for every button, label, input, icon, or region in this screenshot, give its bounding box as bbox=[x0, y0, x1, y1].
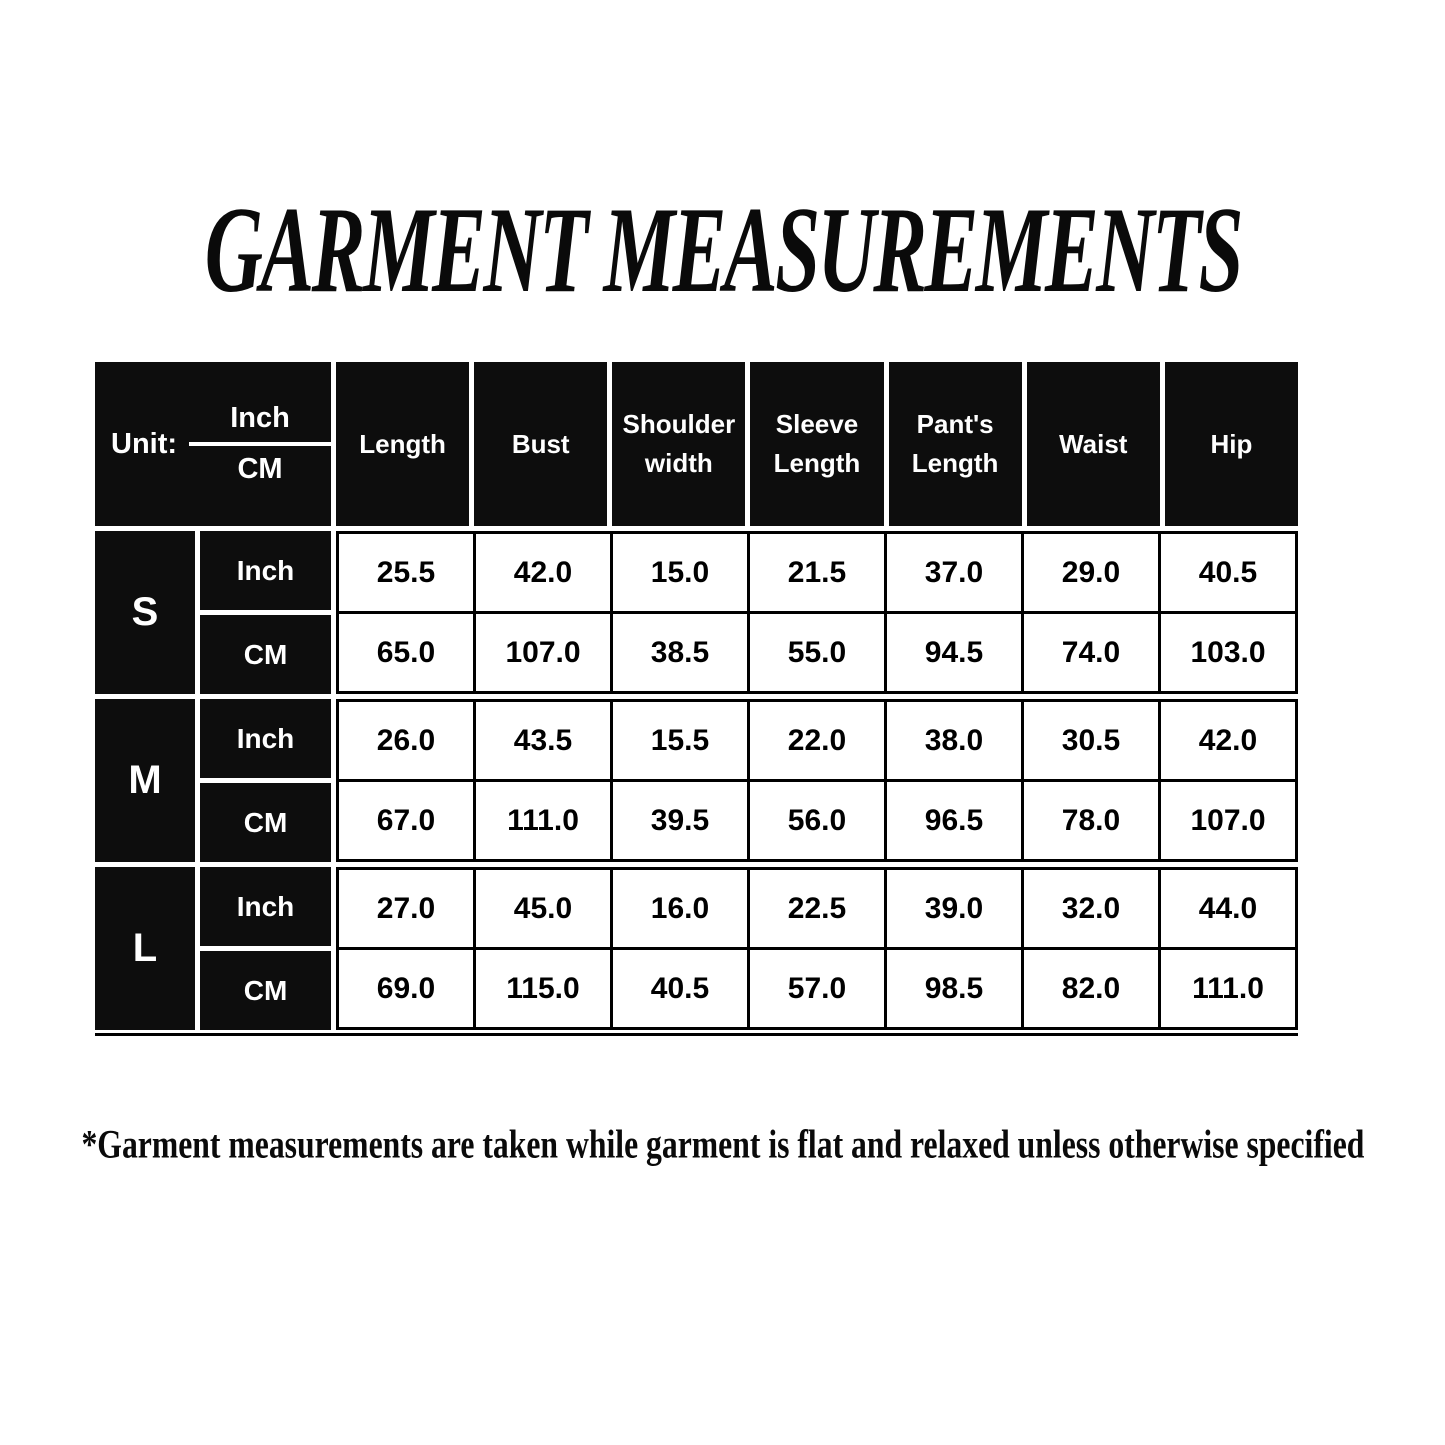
measurement-cell: 26.0 bbox=[336, 699, 476, 782]
size-label: S bbox=[95, 531, 195, 694]
measurement-cell: 115.0 bbox=[473, 947, 613, 1030]
measurement-cell: 39.5 bbox=[610, 779, 750, 862]
unit-row-label: Inch bbox=[200, 531, 331, 610]
measurement-cell: 38.0 bbox=[884, 699, 1024, 782]
measurement-cell: 103.0 bbox=[1158, 611, 1298, 694]
measurement-cell: 15.0 bbox=[610, 531, 750, 614]
column-header-waist: Waist bbox=[1026, 362, 1160, 526]
unit-column: Inch CM bbox=[200, 699, 331, 862]
measurement-cell: 32.0 bbox=[1021, 867, 1161, 950]
size-label: M bbox=[95, 699, 195, 862]
column-headers: Length Bust Shoulder width Sleeve Length… bbox=[336, 362, 1298, 526]
unit-row-label: CM bbox=[200, 783, 331, 862]
measurement-cell: 65.0 bbox=[336, 611, 476, 694]
footnote-container: *Garment measurements are taken while ga… bbox=[0, 1112, 1445, 1176]
title-container: GARMENT MEASUREMENTS bbox=[0, 181, 1445, 318]
unit-row-label: Inch bbox=[200, 699, 331, 778]
measurement-cell: 42.0 bbox=[1158, 699, 1298, 782]
table-row: 65.0 107.0 38.5 55.0 94.5 74.0 103.0 bbox=[336, 611, 1298, 694]
table-row: 69.0 115.0 40.5 57.0 98.5 82.0 111.0 bbox=[336, 947, 1298, 1030]
measurement-cell: 78.0 bbox=[1021, 779, 1161, 862]
measurement-cell: 21.5 bbox=[747, 531, 887, 614]
measurement-cell: 82.0 bbox=[1021, 947, 1161, 1030]
measurement-cell: 30.5 bbox=[1021, 699, 1161, 782]
measurement-cell: 45.0 bbox=[473, 867, 613, 950]
unit-fraction: Inch CM bbox=[189, 402, 331, 486]
table-row: 67.0 111.0 39.5 56.0 96.5 78.0 107.0 bbox=[336, 779, 1298, 862]
column-header-length: Length bbox=[336, 362, 470, 526]
measurement-cell: 57.0 bbox=[747, 947, 887, 1030]
table-row: 26.0 43.5 15.5 22.0 38.0 30.5 42.0 bbox=[336, 699, 1298, 782]
column-header-bust: Bust bbox=[474, 362, 608, 526]
measurement-cell: 107.0 bbox=[473, 611, 613, 694]
measurement-cell: 43.5 bbox=[473, 699, 613, 782]
measurement-cell: 40.5 bbox=[1158, 531, 1298, 614]
measurement-cell: 111.0 bbox=[473, 779, 613, 862]
column-header-hip: Hip bbox=[1164, 362, 1298, 526]
table-bottom-edge bbox=[95, 1033, 1298, 1036]
unit-cm-label: CM bbox=[237, 453, 283, 485]
unit-row-label: CM bbox=[200, 615, 331, 694]
column-header-pants-length: Pant's Length bbox=[888, 362, 1022, 526]
unit-row-label: Inch bbox=[200, 867, 331, 946]
measurement-cell: 29.0 bbox=[1021, 531, 1161, 614]
size-chart-table: Unit: Inch CM Length Bust Shoulder width… bbox=[95, 362, 1298, 1036]
measurement-cell: 55.0 bbox=[747, 611, 887, 694]
page-title: GARMENT MEASUREMENTS bbox=[204, 180, 1243, 318]
measurement-cell: 96.5 bbox=[884, 779, 1024, 862]
measurement-cell: 37.0 bbox=[884, 531, 1024, 614]
unit-inch-label: Inch bbox=[189, 402, 331, 446]
measurement-cell: 67.0 bbox=[336, 779, 476, 862]
measurement-cell: 22.5 bbox=[747, 867, 887, 950]
measurement-cell: 15.5 bbox=[610, 699, 750, 782]
size-group-l: L Inch CM 27.0 45.0 16.0 22.5 39.0 32.0 … bbox=[95, 867, 1298, 1030]
measurements-grid: 25.5 42.0 15.0 21.5 37.0 29.0 40.5 65.0 … bbox=[336, 531, 1298, 694]
measurement-cell: 111.0 bbox=[1158, 947, 1298, 1030]
measurement-cell: 27.0 bbox=[336, 867, 476, 950]
measurement-cell: 56.0 bbox=[747, 779, 887, 862]
measurements-grid: 26.0 43.5 15.5 22.0 38.0 30.5 42.0 67.0 … bbox=[336, 699, 1298, 862]
measurement-cell: 22.0 bbox=[747, 699, 887, 782]
measurement-cell: 39.0 bbox=[884, 867, 1024, 950]
measurement-cell: 40.5 bbox=[610, 947, 750, 1030]
measurement-cell: 25.5 bbox=[336, 531, 476, 614]
column-header-sleeve-length: Sleeve Length bbox=[750, 362, 884, 526]
column-header-shoulder-width: Shoulder width bbox=[612, 362, 746, 526]
measurement-cell: 38.5 bbox=[610, 611, 750, 694]
measurement-cell: 107.0 bbox=[1158, 779, 1298, 862]
unit-column: Inch CM bbox=[200, 867, 331, 1030]
unit-label: Unit: bbox=[111, 427, 178, 460]
unit-header-cell: Unit: Inch CM bbox=[95, 362, 331, 526]
measurement-cell: 98.5 bbox=[884, 947, 1024, 1030]
unit-column: Inch CM bbox=[200, 531, 331, 694]
table-row: 27.0 45.0 16.0 22.5 39.0 32.0 44.0 bbox=[336, 867, 1298, 950]
measurement-cell: 44.0 bbox=[1158, 867, 1298, 950]
header-row: Unit: Inch CM Length Bust Shoulder width… bbox=[95, 362, 1298, 526]
measurements-grid: 27.0 45.0 16.0 22.5 39.0 32.0 44.0 69.0 … bbox=[336, 867, 1298, 1030]
size-label: L bbox=[95, 867, 195, 1030]
measurement-cell: 16.0 bbox=[610, 867, 750, 950]
measurement-cell: 94.5 bbox=[884, 611, 1024, 694]
measurement-cell: 74.0 bbox=[1021, 611, 1161, 694]
measurement-cell: 42.0 bbox=[473, 531, 613, 614]
unit-row-label: CM bbox=[200, 951, 331, 1030]
footnote: *Garment measurements are taken while ga… bbox=[81, 1121, 1364, 1167]
table-row: 25.5 42.0 15.0 21.5 37.0 29.0 40.5 bbox=[336, 531, 1298, 614]
measurement-cell: 69.0 bbox=[336, 947, 476, 1030]
size-group-s: S Inch CM 25.5 42.0 15.0 21.5 37.0 29.0 … bbox=[95, 531, 1298, 694]
size-group-m: M Inch CM 26.0 43.5 15.5 22.0 38.0 30.5 … bbox=[95, 699, 1298, 862]
